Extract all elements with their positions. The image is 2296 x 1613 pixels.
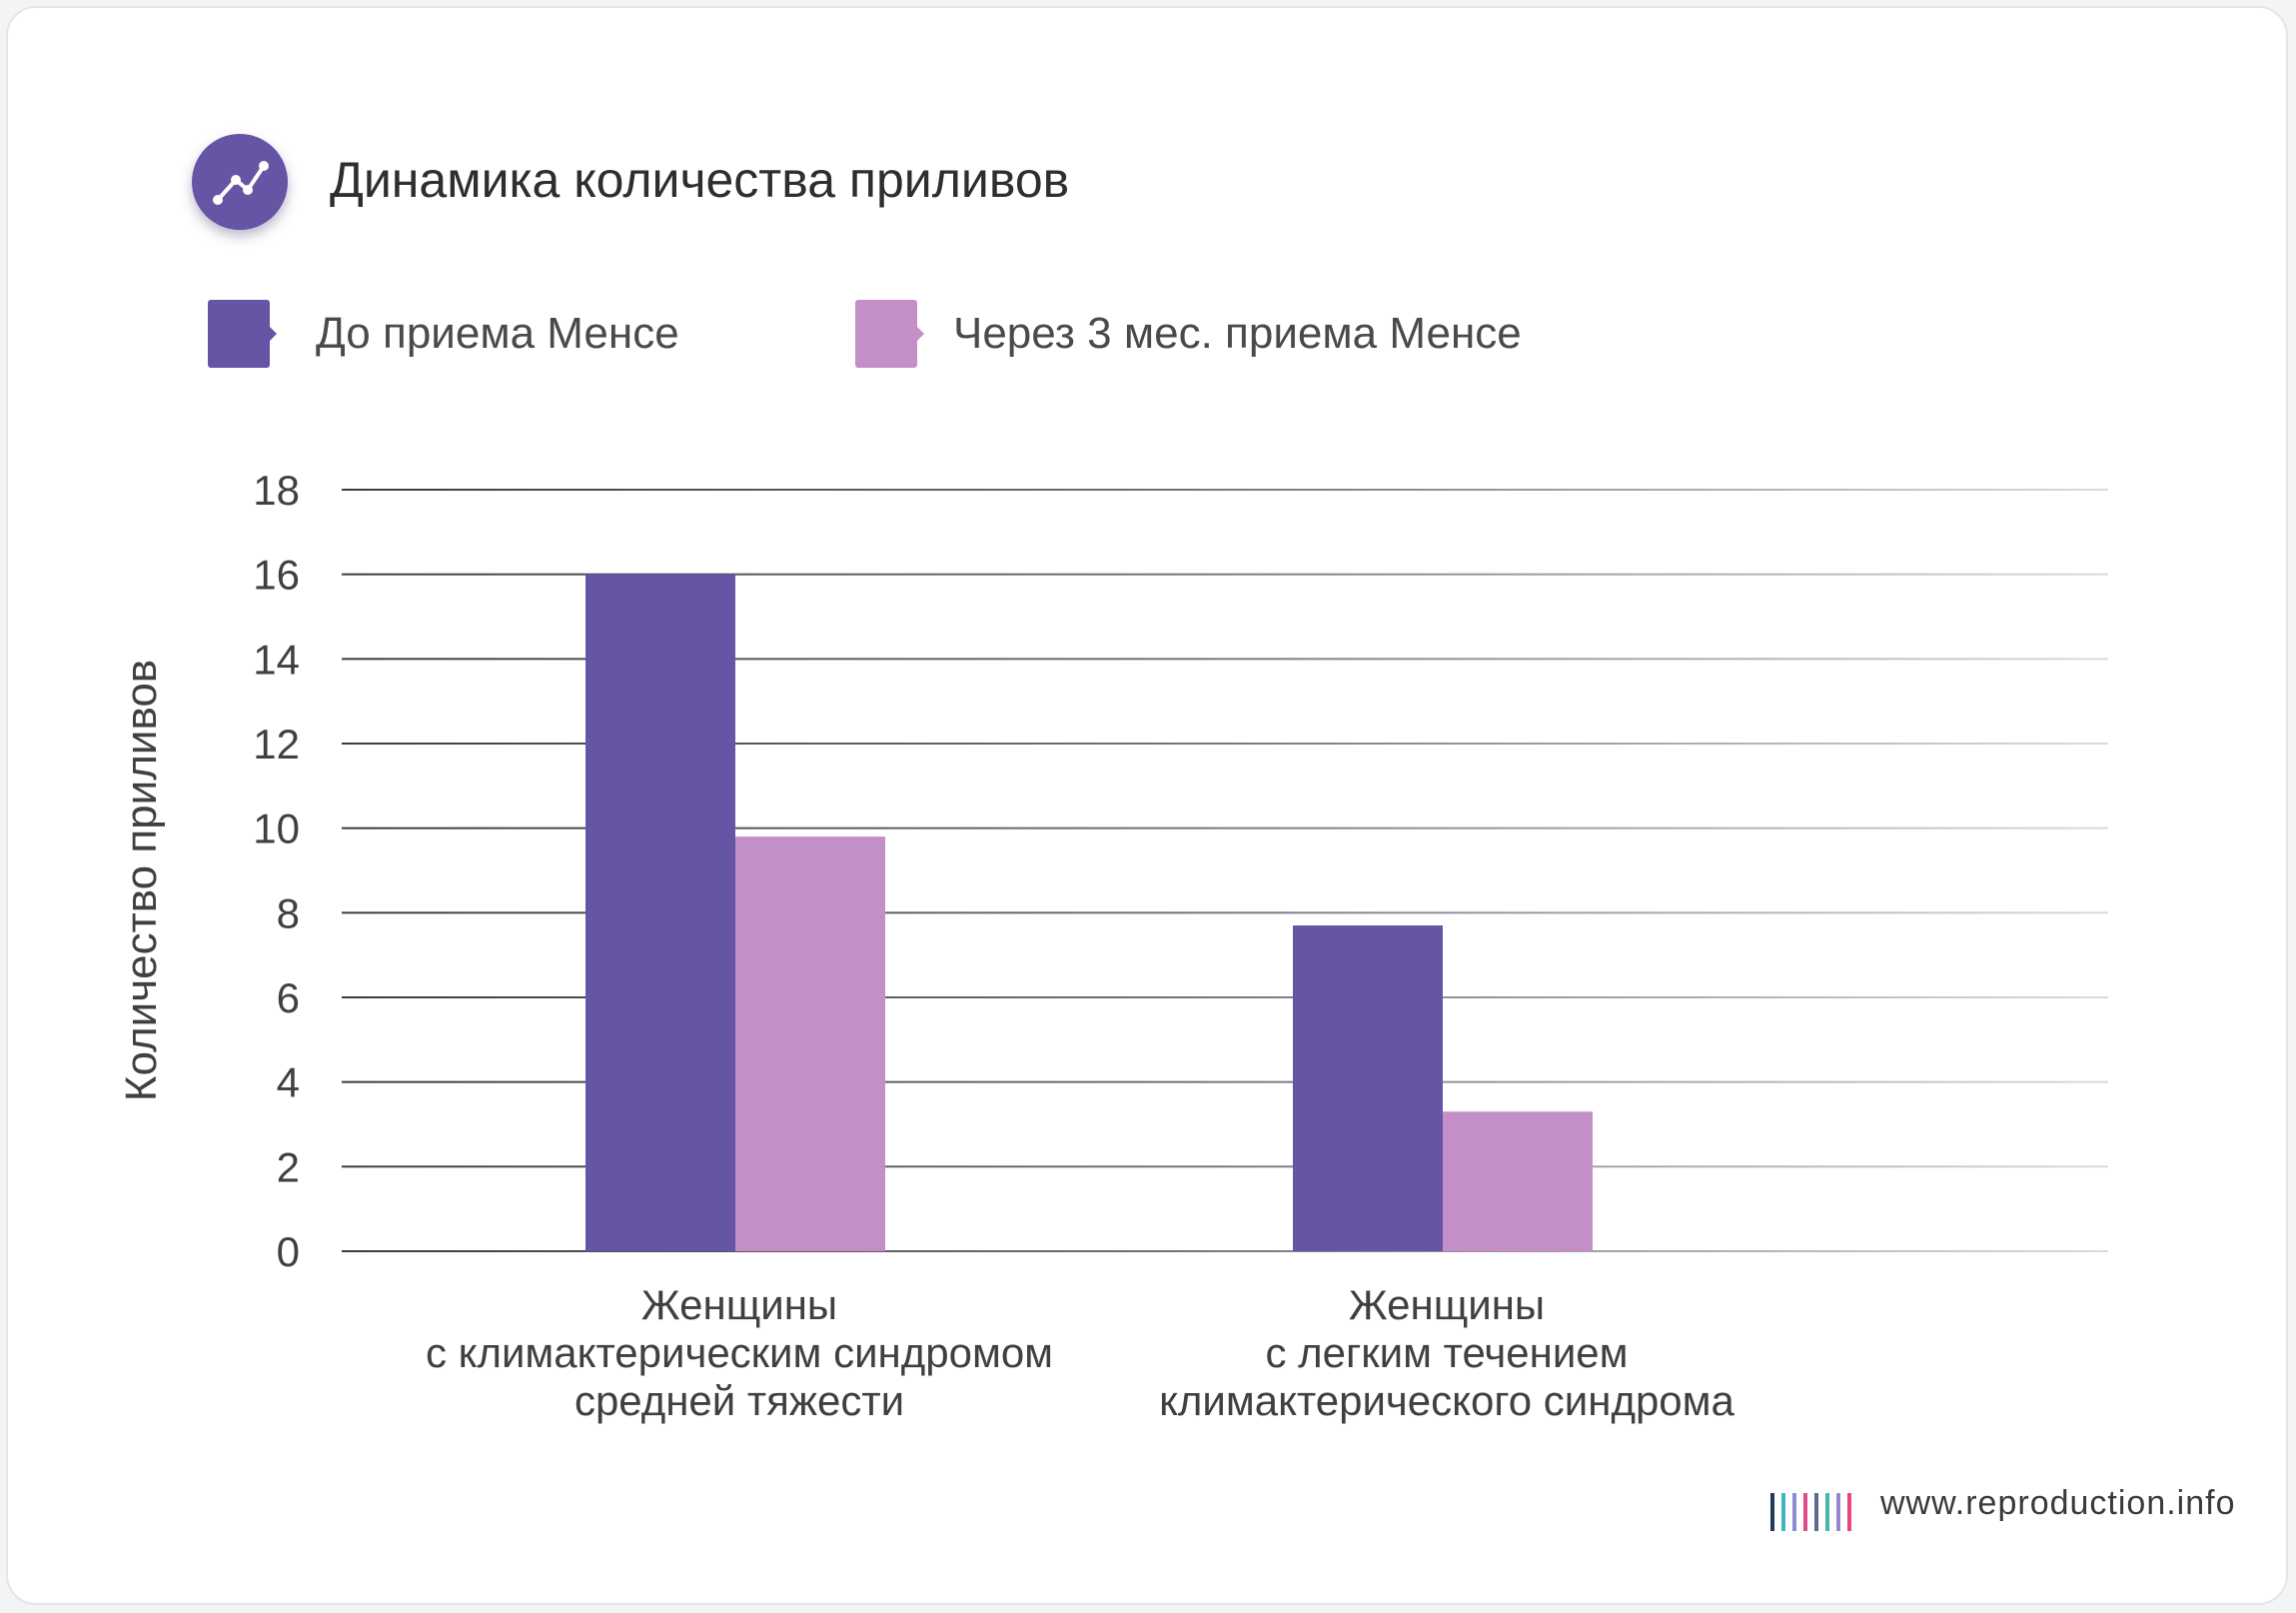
y-tick-label: 0 — [277, 1228, 300, 1275]
gridline — [342, 911, 2108, 914]
y-tick-label: 16 — [253, 552, 300, 599]
logo-bar — [1792, 1493, 1796, 1531]
category-label: с легким течением — [1265, 1329, 1628, 1376]
legend-label-before: До приема Менсе — [316, 309, 679, 358]
bar-before-1 — [585, 574, 735, 1251]
logo-bar — [1781, 1493, 1785, 1531]
gridline — [342, 996, 2108, 998]
gridline — [342, 658, 2108, 661]
category-label: Женщины — [1349, 1281, 1545, 1328]
logo-bar — [1803, 1493, 1807, 1531]
legend-swatch-after — [855, 300, 924, 368]
y-tick-label: 2 — [277, 1143, 300, 1190]
bar-after-1 — [735, 836, 885, 1251]
gridline — [342, 743, 2108, 745]
y-tick-label: 18 — [253, 467, 300, 514]
gridline — [342, 1080, 2108, 1083]
logo-bar — [1770, 1493, 1774, 1531]
legend-label-after: Через 3 мес. приема Менсе — [953, 309, 1522, 358]
logo-bar — [1847, 1493, 1851, 1531]
barcode-logo-icon — [1770, 1493, 1854, 1531]
y-tick-label: 4 — [277, 1059, 300, 1106]
bar-after-2 — [1443, 1111, 1593, 1251]
category-label: с климактерическим синдромом — [426, 1329, 1053, 1376]
trend-line-icon — [192, 134, 288, 230]
gridline — [342, 1165, 2108, 1168]
category-label: климактерического синдрома — [1159, 1377, 1734, 1424]
chart-card — [6, 6, 2288, 1605]
y-axis-title: Количество приливов — [117, 660, 166, 1101]
gridline — [342, 573, 2108, 576]
footer-url: www.reproduction.info — [1880, 1484, 2236, 1522]
y-tick-label: 8 — [277, 889, 300, 936]
logo-bar — [1814, 1493, 1818, 1531]
y-tick-label: 14 — [253, 636, 300, 683]
legend-swatch-before — [208, 300, 277, 368]
category-label: Женщины — [641, 1281, 837, 1328]
bar-before-2 — [1293, 925, 1443, 1251]
y-tick-label: 10 — [253, 806, 300, 852]
category-label: средней тяжести — [574, 1377, 904, 1424]
gridline — [342, 1250, 2108, 1252]
y-tick-label: 6 — [277, 974, 300, 1021]
y-tick-label: 12 — [253, 721, 300, 768]
chart-title: Динамика количества приливов — [330, 152, 1070, 208]
gridline — [342, 826, 2108, 829]
logo-bar — [1836, 1493, 1840, 1531]
logo-bar — [1825, 1493, 1829, 1531]
gridline — [342, 489, 2108, 491]
